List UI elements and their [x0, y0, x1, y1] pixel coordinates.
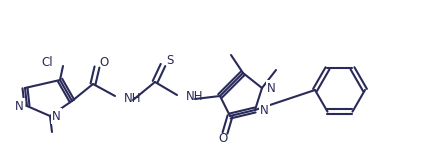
- Text: Cl: Cl: [41, 56, 53, 68]
- Text: N: N: [260, 103, 269, 117]
- Text: NH: NH: [124, 92, 142, 105]
- Text: S: S: [166, 54, 173, 66]
- Text: N: N: [15, 100, 24, 112]
- Text: N: N: [267, 81, 276, 95]
- Text: O: O: [218, 132, 228, 146]
- Text: N: N: [52, 110, 61, 122]
- Text: NH: NH: [186, 90, 204, 103]
- Text: O: O: [99, 56, 108, 68]
